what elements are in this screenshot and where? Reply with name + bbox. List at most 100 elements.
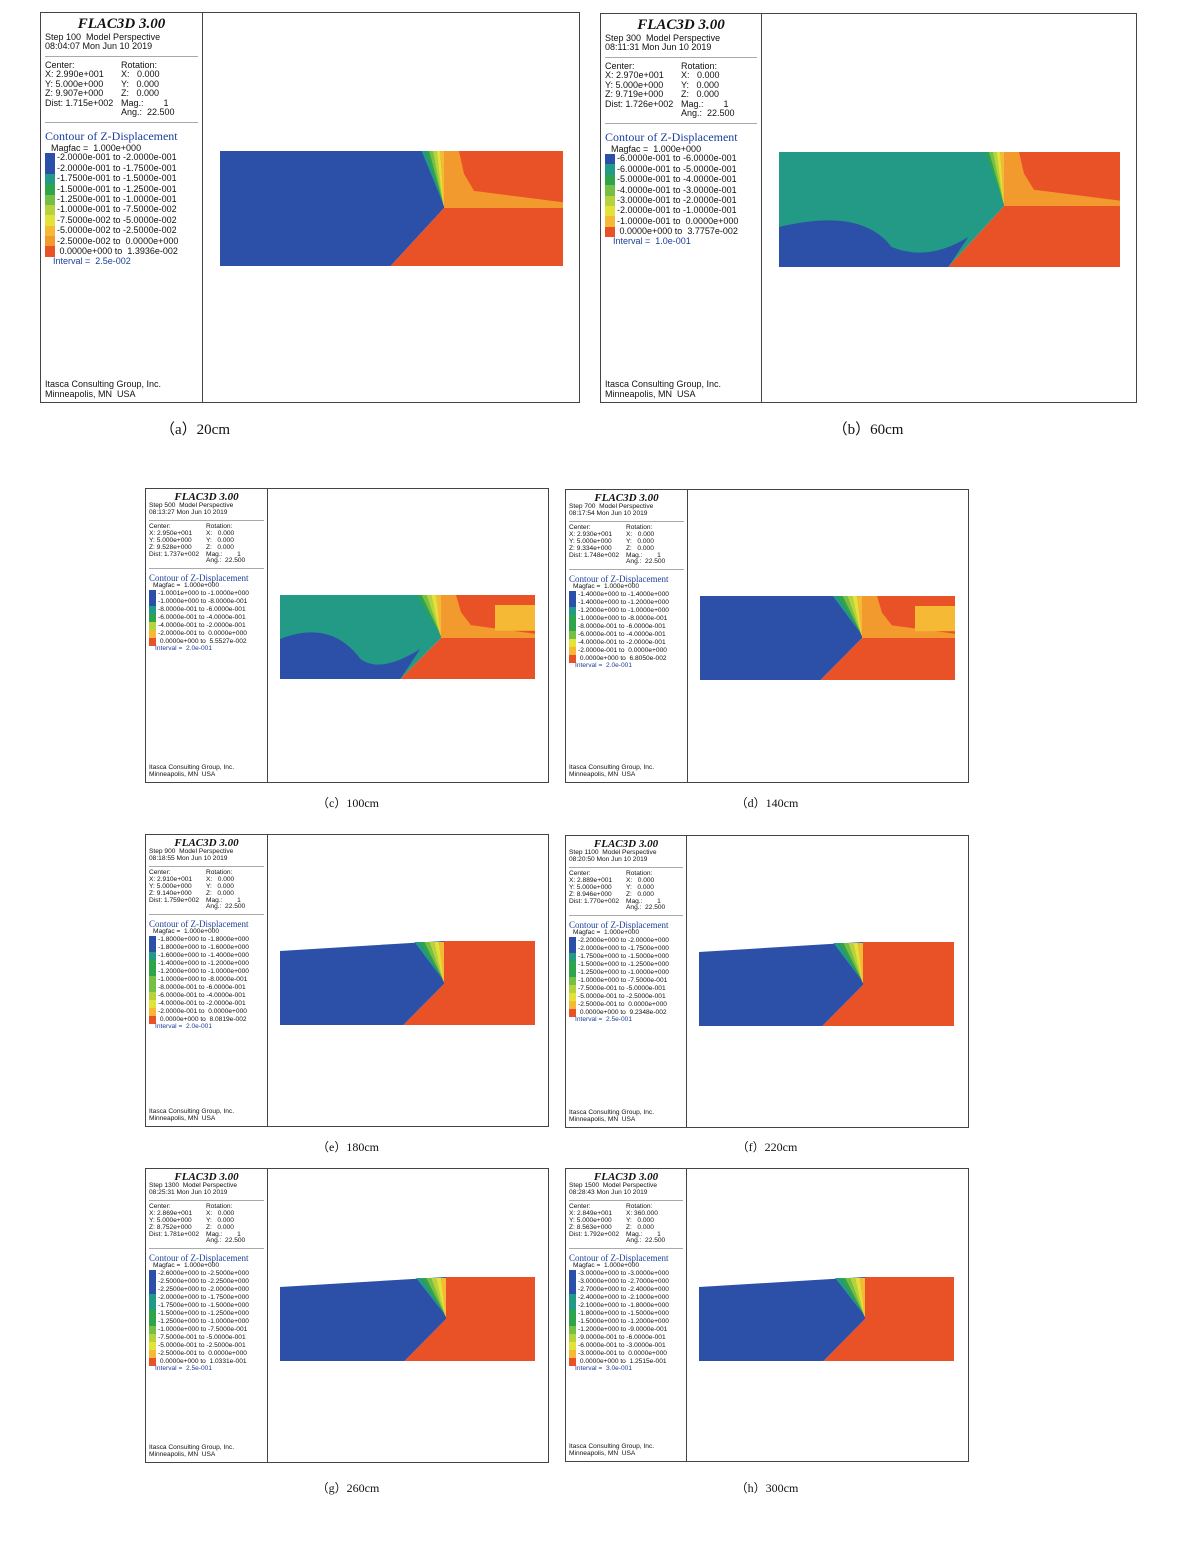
legend-swatch <box>569 607 576 616</box>
rotation-rz: Z: 0.000 <box>626 1223 654 1231</box>
magfac: Magfac = 1.000e+000 <box>573 583 639 591</box>
legend-range: -1.2000e+000 to -9.0000e-001 <box>578 1325 668 1333</box>
legend-swatch <box>45 163 55 174</box>
legend-row: -2.5000e-001 to 0.0000e+000 <box>149 1350 264 1359</box>
legend-range: -1.0001e+000 to -1.0000e+000 <box>158 589 249 597</box>
footer-company: Itasca Consulting Group, Inc. <box>569 1109 655 1117</box>
legend-row: -1.7500e+000 to -1.5000e+000 <box>149 1302 264 1311</box>
step-line: Step 700 Model Perspective <box>569 503 684 511</box>
legend-range: -1.5000e+000 to -1.2500e+000 <box>578 960 669 968</box>
legend-row: -9.0000e-001 to -6.0000e-001 <box>569 1334 683 1343</box>
divider <box>149 865 264 867</box>
legend-row: -1.4000e+000 to -1.4000e+000 <box>569 591 684 600</box>
legend-swatch <box>569 1350 576 1359</box>
legend-row: -2.6000e+000 to -2.5000e+000 <box>149 1270 264 1279</box>
legend-swatch <box>45 215 55 226</box>
rotation-rz: Z: 0.000 <box>626 890 654 898</box>
magfac: Magfac = 1.000e+000 <box>611 143 702 154</box>
rotation-column: Rotation: X: 0.000 Y: 0.000 Z: 0.000 Mag.: 1… <box>206 869 245 912</box>
legend-row: -1.5000e-001 to -1.2500e-001 <box>45 184 198 195</box>
legend-row: -2.0000e-001 to -1.7500e-001 <box>45 163 198 174</box>
legend-row: -1.0000e+000 to -7.5000e-001 <box>569 977 683 986</box>
panel-caption: （g）260cm <box>316 1481 380 1495</box>
legend-row: -1.2000e+000 to -9.0000e-001 <box>569 1325 683 1335</box>
rotation-ry: Y: 0.000 <box>626 537 654 545</box>
legend-row: -3.0000e-001 to -2.0000e-001 <box>605 195 757 206</box>
legend-row: -8.0000e-001 to -6.0000e-001 <box>149 983 264 993</box>
center-column: Center: X: 2.930e+001 Y: 5.000e+000 Z: 9.33… <box>569 524 626 567</box>
center-cz: Z: 8.563e+000 <box>569 1223 612 1231</box>
legend-range: -8.0000e-001 to -6.0000e-001 <box>578 622 666 630</box>
footer-company: Itasca Consulting Group, Inc. <box>149 1108 235 1116</box>
footer-company: Itasca Consulting Group, Inc. <box>149 764 235 772</box>
contour-plot <box>268 1169 548 1462</box>
contour-svg <box>280 941 535 1025</box>
legend-range: -1.7500e-001 to -1.5000e-001 <box>57 173 177 184</box>
legend-row: -4.0000e-001 to -2.0000e-001 <box>149 1000 264 1009</box>
legend-row: -1.0000e-001 to 0.0000e+000 <box>605 215 757 227</box>
footer: Itasca Consulting Group, Inc. Minneapolis… <box>45 379 161 399</box>
legend-range: -1.0000e-001 to 0.0000e+000 <box>617 215 739 226</box>
view-mode: Model Perspective <box>179 502 234 509</box>
panel-caption: （h）300cm <box>735 1481 799 1495</box>
legend-swatch <box>569 1342 576 1351</box>
legend-swatch <box>605 205 615 217</box>
legend-swatch <box>149 630 156 639</box>
legend-range: -1.2500e+000 to -1.0000e+000 <box>158 1317 249 1325</box>
legend-swatch <box>149 952 156 961</box>
legend-row: -1.4000e+000 to -1.2000e+000 <box>569 598 684 608</box>
panel-caption: （b）60cm <box>832 422 904 438</box>
center-cx: X: 2.950e+001 <box>149 529 193 537</box>
sliding-mass <box>699 942 863 1026</box>
rotation-rz: Z: 0.000 <box>681 89 720 100</box>
legend-range: -1.8000e+000 to -1.6000e+000 <box>158 943 249 951</box>
legend-range: -3.0000e+000 to -2.7000e+000 <box>578 1277 669 1285</box>
legend-swatch <box>569 945 576 954</box>
legend-swatch <box>569 1270 576 1279</box>
transition-band <box>434 942 444 982</box>
transition-band <box>853 943 863 983</box>
legend-range: -4.0000e-001 to -2.0000e-001 <box>158 621 246 629</box>
rotation-rx: X: 0.000 <box>206 529 235 537</box>
rotation-rz: Z: 0.000 <box>626 544 654 552</box>
contour-panel-8: FLAC3D 3.00 Step 1500 Model Perspective 08… <box>565 1168 969 1462</box>
step-number: Step 1300 <box>149 1182 180 1189</box>
timestamp: 08:18:55 Mon Jun 10 2019 <box>149 854 228 862</box>
legend-swatch <box>45 225 55 237</box>
stable-zone-lower <box>403 984 535 1025</box>
legend-row: -2.0000e-001 to 0.0000e+000 <box>569 647 684 656</box>
legend-range: 0.0000e+000 to 1.0331e-001 <box>158 1357 247 1365</box>
contour-panel-5: FLAC3D 3.00 Step 900 Model Perspective 08:… <box>145 834 549 1127</box>
legend-row: -2.5000e-002 to 0.0000e+000 <box>45 236 198 247</box>
legend-swatch <box>149 622 156 631</box>
legend-row: -2.0000e-001 to 0.0000e+000 <box>149 1008 264 1017</box>
contour-title: Contour of Z-Displacement <box>149 1253 249 1264</box>
legend-row: -1.2500e+000 to -1.0000e+000 <box>569 969 683 978</box>
contour-panel-3: FLAC3D 3.00 Step 500 Model Perspective 08:… <box>145 488 549 783</box>
legend-swatch <box>149 984 156 993</box>
legend-range: -8.0000e-001 to -6.0000e-001 <box>158 983 246 991</box>
transition-band <box>436 1278 446 1317</box>
legend-row: -2.7000e+000 to -2.4000e+000 <box>569 1286 683 1295</box>
legend-range: -3.0000e-001 to 0.0000e+000 <box>578 1349 667 1357</box>
legend-range: -1.4000e+000 to -1.2000e+000 <box>578 598 669 606</box>
rotation-ry: Y: 0.000 <box>626 1216 654 1224</box>
transition-band <box>1000 152 1004 204</box>
legend-row: -7.5000e-001 to -5.0000e-001 <box>569 985 683 994</box>
center-cy: Y: 5.000e+000 <box>149 882 192 890</box>
legend-swatch <box>149 1016 156 1025</box>
rotation-label: Rotation: <box>681 60 718 71</box>
legend-column: FLAC3D 3.00 Step 1300 Model Perspective 08… <box>146 1169 268 1462</box>
footer: Itasca Consulting Group, Inc. Minneapolis… <box>605 379 721 399</box>
legend-swatch <box>605 216 615 227</box>
app-title: FLAC3D 3.00 <box>77 16 166 32</box>
app-title: FLAC3D 3.00 <box>637 17 725 33</box>
panel-caption: （c）100cm <box>317 796 379 810</box>
step-number: Step 1500 <box>569 1182 600 1189</box>
rotation-mag: Mag.: 1 <box>626 551 661 559</box>
center-cy: Y: 5.000e+000 <box>149 536 192 544</box>
view-mode: Model Perspective <box>182 1182 237 1189</box>
center-cy: Y: 5.000e+000 <box>569 883 612 891</box>
interval-label: Interval = 2.0e-001 <box>155 645 212 653</box>
stable-zone-lower <box>823 1319 954 1361</box>
